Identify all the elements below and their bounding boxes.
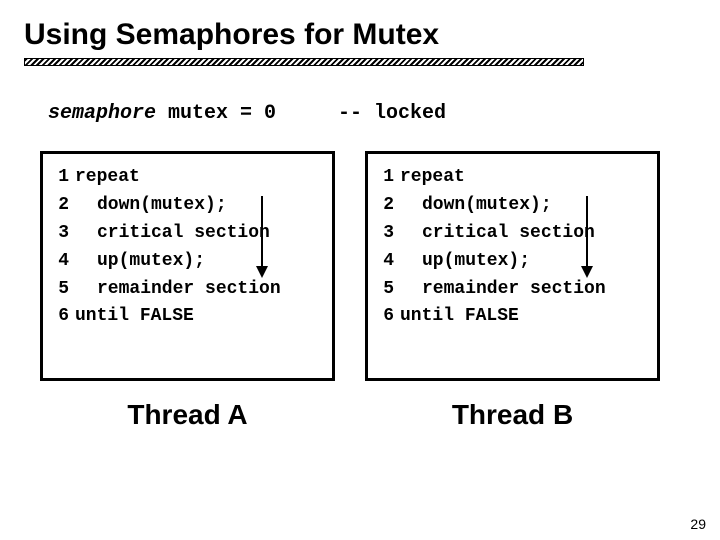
slide-title: Using Semaphores for Mutex xyxy=(24,18,696,52)
declaration-code: semaphore mutex = 0 xyxy=(48,102,338,125)
code-line: repeat xyxy=(75,164,140,192)
declaration-comment: -- locked xyxy=(338,102,446,125)
page-number: 29 xyxy=(690,516,706,532)
thread-b-label: Thread B xyxy=(365,399,660,431)
code-line-until: until xyxy=(400,303,454,331)
arrow-down-icon xyxy=(586,196,588,276)
code-line: up(mutex); xyxy=(400,248,530,276)
declaration-row: semaphore mutex = 0 -- locked xyxy=(48,102,696,125)
code-line: remainder section xyxy=(75,276,281,304)
code-line: down(mutex); xyxy=(400,192,552,220)
code-line-false: FALSE xyxy=(129,303,194,331)
thread-a-block: 1repeat 2down(mutex); 3critical section … xyxy=(40,151,335,431)
thread-a-label: Thread A xyxy=(40,399,335,431)
code-line: up(mutex); xyxy=(75,248,205,276)
declaration-rest: mutex = 0 xyxy=(156,102,276,125)
thread-b-block: 1repeat 2down(mutex); 3critical section … xyxy=(365,151,660,431)
code-line: remainder section xyxy=(400,276,606,304)
code-line-false: FALSE xyxy=(454,303,519,331)
code-line: down(mutex); xyxy=(75,192,227,220)
code-line-until: until xyxy=(75,303,129,331)
code-line: repeat xyxy=(400,164,465,192)
declaration-keyword: semaphore xyxy=(48,102,156,125)
thread-a-codebox: 1repeat 2down(mutex); 3critical section … xyxy=(40,151,335,381)
code-line: critical section xyxy=(400,220,595,248)
thread-b-codebox: 1repeat 2down(mutex); 3critical section … xyxy=(365,151,660,381)
code-line: critical section xyxy=(75,220,270,248)
title-rule xyxy=(24,58,584,66)
arrow-down-icon xyxy=(261,196,263,276)
